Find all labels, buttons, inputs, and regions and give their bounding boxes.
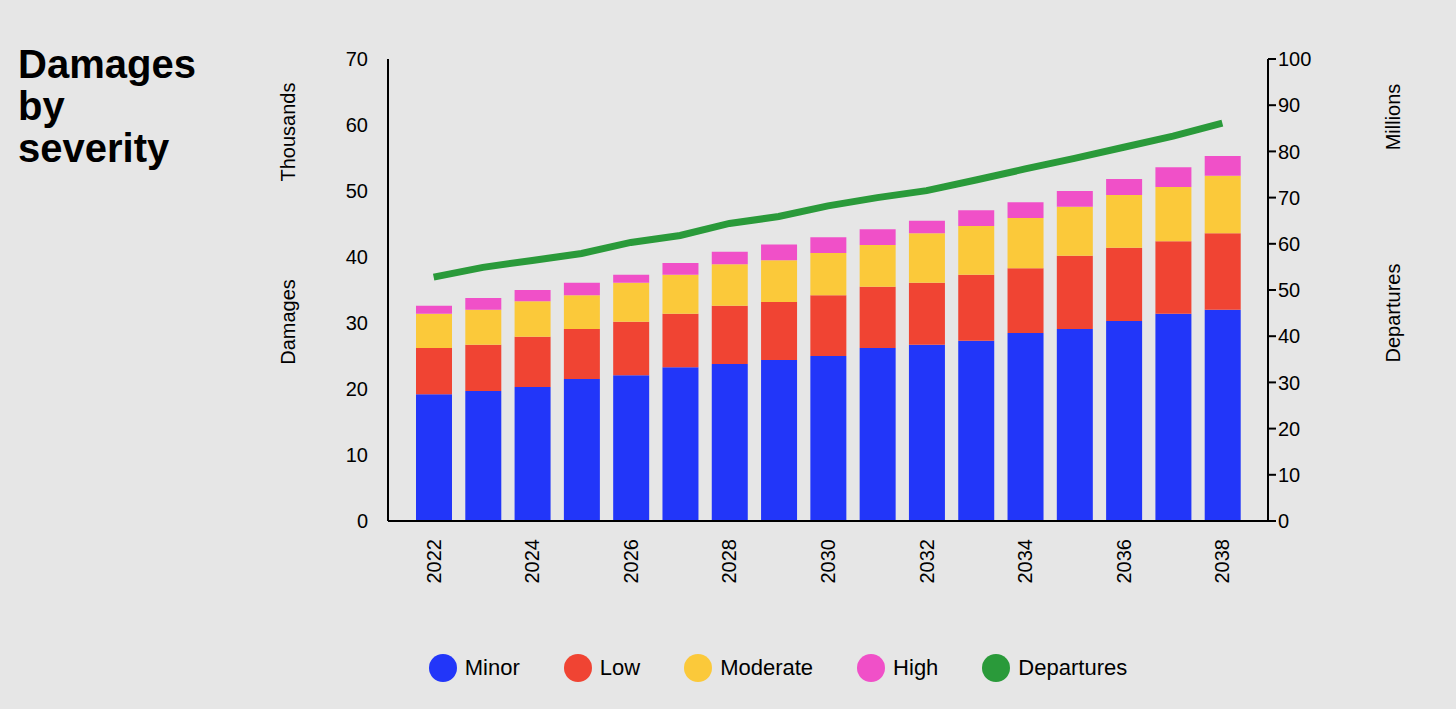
svg-text:100: 100	[1278, 48, 1311, 70]
svg-text:2024: 2024	[521, 539, 543, 584]
svg-text:0: 0	[1278, 510, 1289, 532]
svg-text:60: 60	[1278, 233, 1300, 255]
html-text:Thousands: Thousands	[276, 82, 299, 182]
svg-text:80: 80	[1278, 141, 1300, 163]
svg-text:2034: 2034	[1014, 539, 1036, 584]
svg-text:2026: 2026	[620, 539, 642, 584]
html-text:Damages: Damages	[276, 279, 299, 365]
svg-text:30: 30	[346, 312, 368, 334]
svg-text:40: 40	[1278, 325, 1300, 347]
svg-text:2032: 2032	[916, 539, 938, 584]
svg-text:90: 90	[1278, 94, 1300, 116]
html-text:Damages by severity: Damages by severity	[18, 42, 196, 170]
html-text:Low: Low	[599, 655, 641, 680]
svg-text:60: 60	[346, 114, 368, 136]
svg-text:2030: 2030	[817, 539, 839, 584]
svg-text:0: 0	[357, 510, 368, 532]
svg-text:2038: 2038	[1211, 539, 1233, 584]
html-text:Departures: Departures	[1018, 655, 1128, 680]
svg-text:2028: 2028	[718, 539, 740, 584]
svg-text:40: 40	[346, 246, 368, 268]
svg-text:10: 10	[346, 444, 368, 466]
svg-text:10: 10	[1278, 464, 1300, 486]
html-text:Departures: Departures	[1381, 263, 1404, 363]
svg-text:30: 30	[1278, 372, 1300, 394]
svg-text:70: 70	[1278, 187, 1300, 209]
html-text:Millions: Millions	[1381, 83, 1404, 151]
svg-text:20: 20	[1278, 418, 1300, 440]
svg-text:2022: 2022	[423, 539, 445, 584]
svg-text:20: 20	[346, 378, 368, 400]
svg-text:50: 50	[346, 180, 368, 202]
html-text:Moderate: Moderate	[720, 655, 814, 680]
svg-text:70: 70	[346, 48, 368, 70]
svg-text:2036: 2036	[1113, 539, 1135, 584]
svg-text:50: 50	[1278, 279, 1300, 301]
html-text:Minor: Minor	[464, 655, 520, 680]
html-text:High: High	[893, 655, 939, 680]
